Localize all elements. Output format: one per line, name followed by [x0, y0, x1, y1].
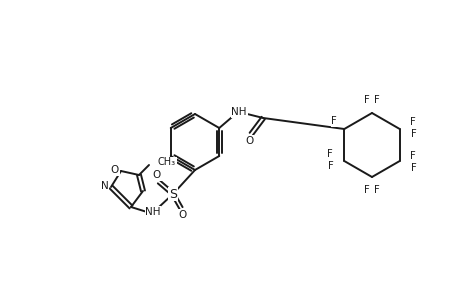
Text: F: F — [410, 129, 416, 139]
Text: O: O — [152, 170, 161, 180]
Text: F: F — [373, 185, 379, 195]
Text: F: F — [330, 116, 336, 126]
Text: O: O — [179, 210, 187, 220]
Text: O: O — [245, 136, 253, 146]
Text: NH: NH — [145, 207, 160, 217]
Text: NH: NH — [231, 107, 246, 117]
Text: CH₃: CH₃ — [157, 157, 176, 167]
Text: F: F — [364, 95, 369, 105]
Text: O: O — [111, 165, 119, 175]
Text: F: F — [364, 185, 369, 195]
Text: F: F — [373, 95, 379, 105]
Text: F: F — [328, 161, 333, 171]
Text: F: F — [327, 149, 332, 159]
Text: N: N — [101, 181, 109, 191]
Text: F: F — [410, 163, 416, 173]
Text: F: F — [409, 151, 414, 161]
Text: S: S — [168, 188, 177, 200]
Text: F: F — [409, 117, 414, 127]
